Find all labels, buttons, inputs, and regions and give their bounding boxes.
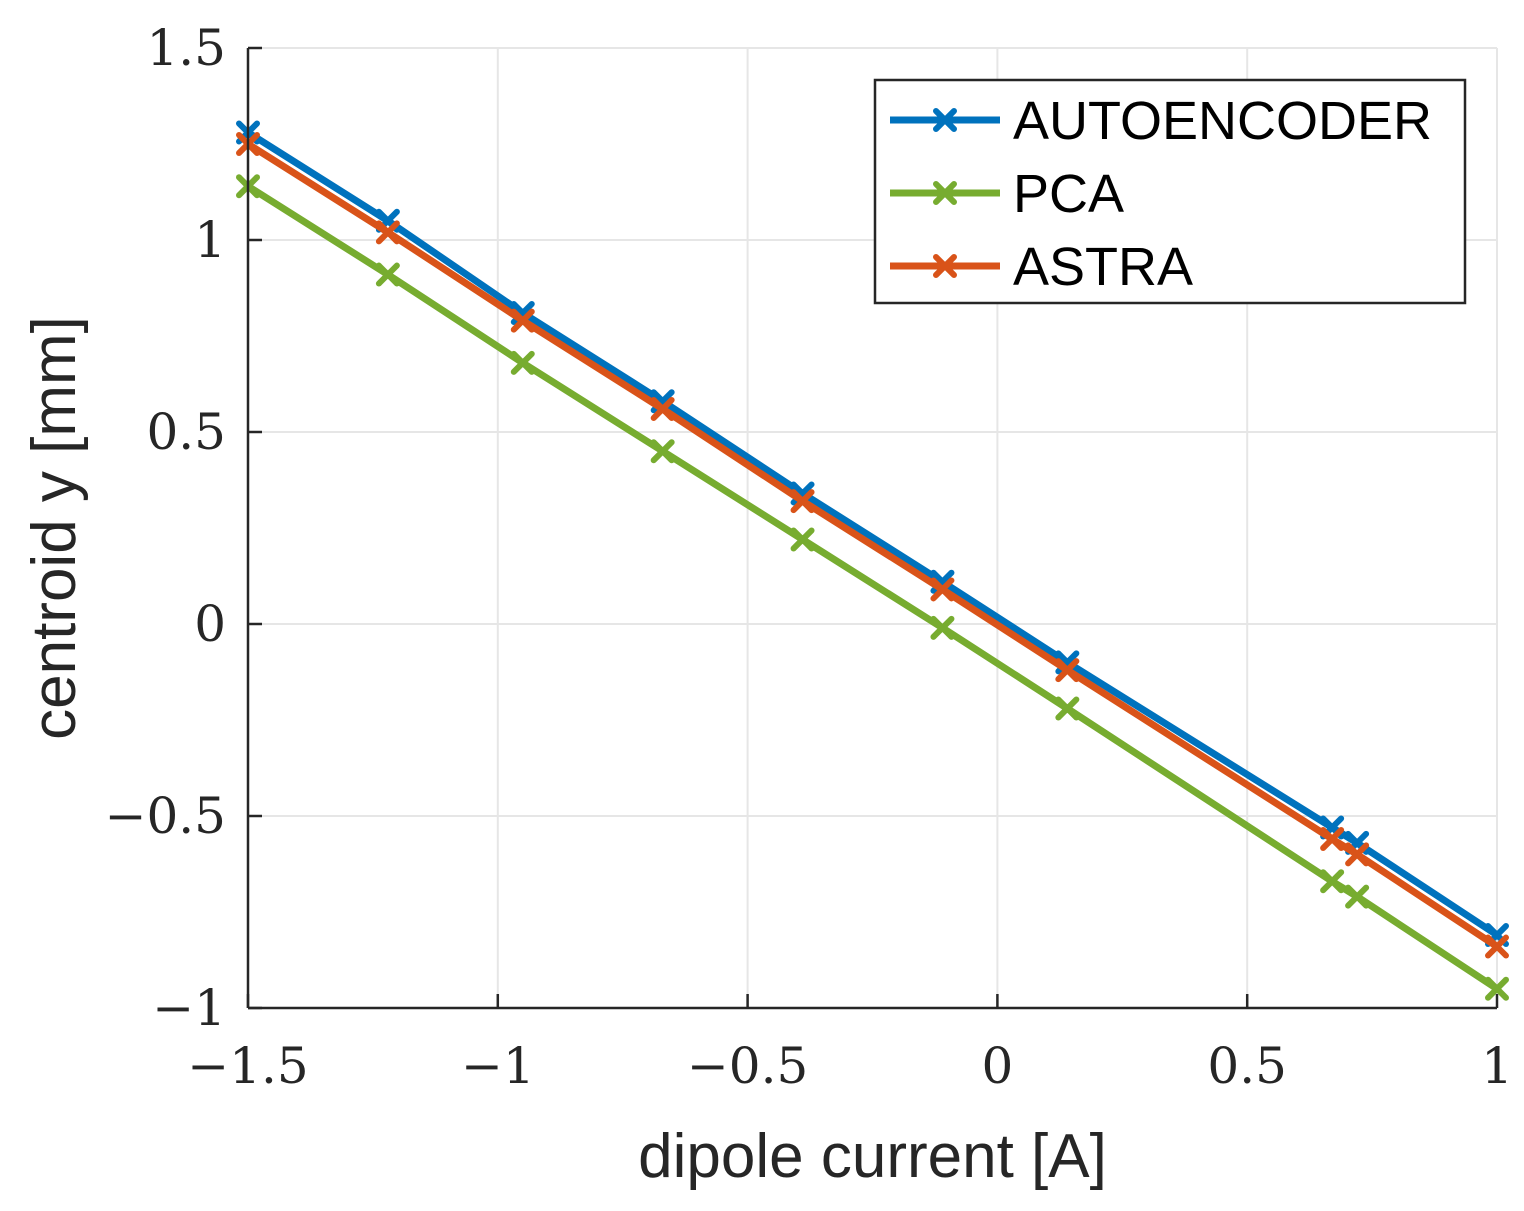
x-tick-label: −1.5 [187, 1037, 308, 1095]
marker-stroke [933, 254, 957, 278]
marker-stroke [790, 527, 815, 552]
data-point-pca [650, 439, 675, 464]
marker-stroke [1485, 934, 1509, 959]
y-tick-label: −0.5 [105, 787, 226, 845]
x-tick-label: −0.5 [687, 1037, 808, 1095]
marker-stroke [510, 308, 535, 333]
axes [246, 46, 1499, 1010]
data-point-astra [375, 220, 400, 245]
marker-stroke [1345, 884, 1370, 909]
legend-marker-pca [933, 181, 957, 205]
marker-stroke [790, 489, 815, 514]
marker-stroke [510, 350, 535, 375]
data-point-pca [375, 262, 400, 287]
x-tick-label: 1 [1481, 1037, 1513, 1095]
data-point-pca [1055, 696, 1080, 721]
data-point-astra [930, 577, 955, 602]
marker-stroke [933, 181, 957, 205]
y-tick-label: 0.5 [146, 403, 226, 461]
data-point-pca [1345, 884, 1370, 909]
marker-stroke [930, 577, 955, 602]
x-axis-label: dipole current [A] [638, 1122, 1107, 1191]
data-point-pca [1320, 869, 1345, 894]
x-tick-label: 0.5 [1207, 1037, 1287, 1095]
marker-stroke [375, 220, 400, 245]
marker-stroke [933, 108, 957, 132]
marker-stroke [1055, 658, 1080, 683]
marker-stroke [1345, 842, 1370, 867]
data-point-astra [1345, 842, 1370, 867]
y-tick-label: 0 [194, 595, 226, 653]
data-point-pca [790, 527, 815, 552]
data-point-astra [1485, 934, 1509, 959]
y-tick-label: −1 [152, 979, 226, 1037]
tick-labels: −1.5 −1 −0.5 0 0.5 1−1−0.500.511.5 [105, 19, 1513, 1095]
legend-marker-autoencoder [933, 108, 957, 132]
data-point-pca [510, 350, 535, 375]
data-point-astra [510, 308, 535, 333]
legend-label-astra: ASTRA [1013, 237, 1193, 297]
marker-stroke [1320, 869, 1345, 894]
legend-marker-astra [933, 254, 957, 278]
series-group [236, 120, 1509, 1001]
marker-stroke [650, 439, 675, 464]
marker-stroke [930, 615, 955, 640]
marker-stroke [1055, 696, 1080, 721]
data-point-pca [1485, 976, 1509, 1001]
y-axis-label: centroid y [mm] [20, 316, 89, 740]
data-point-pca [930, 615, 955, 640]
data-point-astra [1320, 827, 1345, 852]
series-line-pca [244, 182, 1501, 993]
marker-stroke [1485, 976, 1509, 1001]
y-tick-label: 1.5 [146, 19, 226, 77]
data-point-astra [650, 396, 675, 421]
data-point-astra [790, 489, 815, 514]
series-line-autoencoder [244, 129, 1501, 939]
x-tick-label: 0 [981, 1037, 1013, 1095]
marker-stroke [650, 396, 675, 421]
marker-stroke [1320, 827, 1345, 852]
data-point-astra [1055, 658, 1080, 683]
legend-label-pca: PCA [1013, 164, 1124, 224]
y-tick-label: 1 [194, 211, 226, 269]
x-tick-label: −1 [461, 1037, 535, 1095]
legend-label-autoencoder: AUTOENCODER [1013, 91, 1432, 151]
legend: AUTOENCODER PCA ASTRA [873, 78, 1467, 305]
marker-stroke [375, 262, 400, 287]
series-line-astra [244, 140, 1501, 951]
